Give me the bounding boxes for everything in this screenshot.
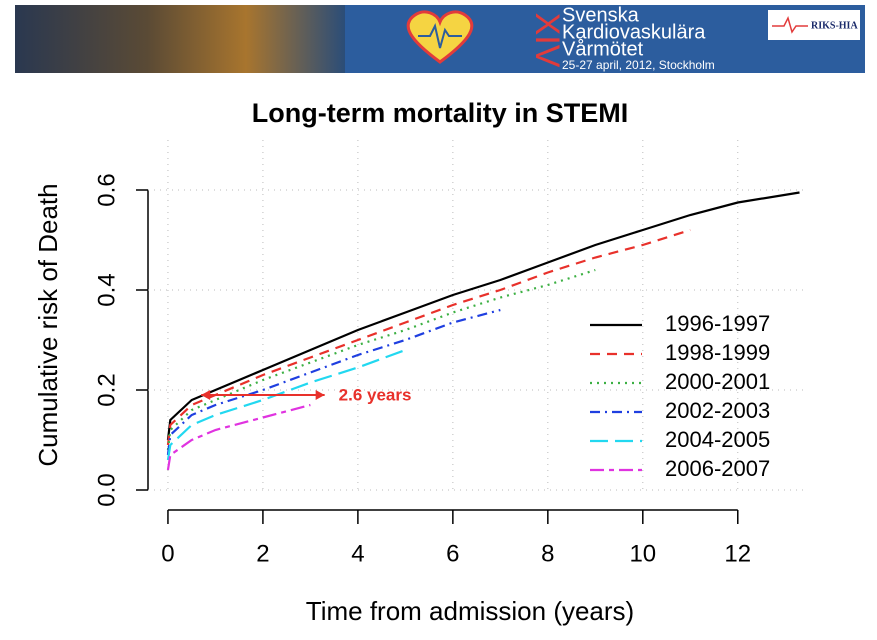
slide: XIV Svenska Kardiovaskulära Vårmötet 25-… bbox=[0, 0, 877, 635]
banner-text: 25-27 april, 2012, Stockholm bbox=[562, 58, 715, 72]
banner: XIV Svenska Kardiovaskulära Vårmötet 25-… bbox=[15, 4, 865, 73]
x-axis-label: Time from admission (years) bbox=[306, 596, 634, 626]
legend-label: 1998-1999 bbox=[665, 340, 770, 365]
series-line bbox=[168, 270, 595, 450]
chart-title: Long-term mortality in STEMI bbox=[252, 98, 629, 128]
x-tick-label: 2 bbox=[256, 540, 269, 567]
y-tick-label: 0.4 bbox=[93, 273, 120, 306]
x-tick-label: 12 bbox=[724, 540, 751, 567]
x-tick-label: 10 bbox=[629, 540, 656, 567]
badge-text: RIKS-HIA bbox=[811, 20, 858, 31]
plot: 0.0 0.2 0.4 0.6 0 2 4 6 8 10 12 2.6 years 1996-1997 1… bbox=[93, 140, 808, 567]
banner-text: Vårmötet bbox=[562, 38, 644, 60]
x-tick-label: 4 bbox=[351, 540, 364, 567]
y-tick-label: 0.6 bbox=[93, 173, 120, 206]
annotation-text: 2.6 years bbox=[339, 385, 412, 404]
series-line bbox=[168, 405, 310, 470]
legend-label: 1996-1997 bbox=[665, 311, 770, 336]
series-line bbox=[168, 350, 405, 460]
banner-photo bbox=[15, 5, 345, 73]
series-line bbox=[168, 230, 690, 445]
legend-label: 2002-2003 bbox=[665, 398, 770, 423]
page: {"banner": {"numeral": "XIV", "line1": "… bbox=[0, 0, 877, 635]
y-axis-label: Cumulative risk of Death bbox=[33, 183, 63, 466]
y-tick-label: 0.0 bbox=[93, 473, 120, 506]
x-tick-label: 6 bbox=[446, 540, 459, 567]
banner-numeral: XIV bbox=[528, 13, 566, 68]
legend-label: 2006-2007 bbox=[665, 456, 770, 481]
legend-label: 2004-2005 bbox=[665, 427, 770, 452]
y-tick-label: 0.2 bbox=[93, 373, 120, 406]
legend-label: 2000-2001 bbox=[665, 369, 770, 394]
series-line bbox=[168, 310, 500, 455]
x-tick-label: 8 bbox=[541, 540, 554, 567]
x-tick-label: 0 bbox=[161, 540, 174, 567]
